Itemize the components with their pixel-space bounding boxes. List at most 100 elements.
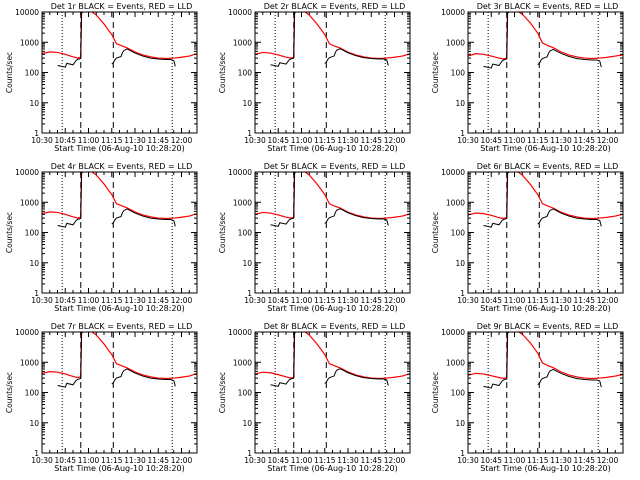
y-tick-label: 100 [451,69,466,78]
x-tick-label: 11:00 [78,296,100,305]
chart-title: Det 9r BLACK = Events, RED = LLD [477,322,619,331]
y-tick-label: 10000 [15,8,39,17]
y-tick-label: 10 [242,419,252,428]
x-tick-label: 11:30 [550,456,572,465]
x-tick-label: 12:00 [384,136,406,145]
x-tick-label: 11:00 [291,136,313,145]
chart-panel: Det 1r BLACK = Events, RED = LLD Counts/s… [5,2,198,153]
x-tick-label: 10:30 [244,456,266,465]
x-tick-label: 11:00 [291,296,313,305]
plot-frame [41,11,198,134]
x-tick-label: 11:45 [147,136,169,145]
y-tick-label: 10 [242,99,252,108]
x-tick-label: 11:30 [550,296,572,305]
y-axis-label: Counts/sec [431,212,440,253]
x-tick-label: 10:45 [54,296,76,305]
lld-series-line [42,332,197,380]
plot-frame [254,11,411,134]
y-tick-label: 10 [29,99,39,108]
x-axis-label: Start Time (06-Aug-10 10:28:20) [267,464,398,473]
x-tick-label: 11:15 [101,456,123,465]
x-tick-label: 10:45 [480,136,502,145]
x-tick-label: 12:00 [597,296,619,305]
y-tick-label: 100 [25,389,40,398]
events-series-line [111,368,176,387]
chart-panel: Det 6r BLACK = Events, RED = LLD Counts/s… [431,162,624,313]
x-axis-label: Start Time (06-Aug-10 10:28:20) [480,464,611,473]
events-series-line [111,208,176,227]
x-tick-label: 11:45 [573,296,595,305]
x-tick-label: 10:45 [267,296,289,305]
y-axis-label: Counts/sec [5,52,14,93]
y-tick-label: 1000 [233,358,252,367]
events-series-line [324,368,389,386]
x-axis-label: Start Time (06-Aug-10 10:28:20) [480,144,611,153]
y-tick-label: 10000 [441,328,465,337]
plot-frame [467,11,624,134]
x-tick-label: 10:30 [457,456,479,465]
y-tick-label: 1000 [20,358,39,367]
y-tick-label: 1000 [233,198,252,207]
events-series-line [324,208,389,226]
y-tick-label: 1 [460,129,465,138]
x-tick-label: 12:00 [384,296,406,305]
lld-series-line [468,332,623,380]
chart-panel: Det 5r BLACK = Events, RED = LLD Counts/s… [218,162,411,313]
x-tick-label: 10:30 [31,136,53,145]
x-tick-label: 11:15 [314,136,336,145]
x-tick-label: 11:15 [101,296,123,305]
x-tick-label: 11:45 [573,456,595,465]
x-tick-label: 11:45 [573,136,595,145]
plot-frame [254,171,411,294]
x-tick-label: 10:45 [54,456,76,465]
y-tick-label: 1 [34,289,39,298]
plot-frame [41,171,198,294]
chart-panel: Det 3r BLACK = Events, RED = LLD Counts/s… [431,2,624,153]
x-tick-label: 11:30 [337,296,359,305]
plot-frame [41,331,198,454]
x-tick-label: 11:00 [291,456,313,465]
x-tick-label: 12:00 [171,296,193,305]
x-tick-label: 10:45 [54,136,76,145]
y-tick-label: 1 [247,289,252,298]
y-tick-label: 10000 [228,328,252,337]
y-axis-label: Counts/sec [218,52,227,93]
y-tick-label: 10000 [15,328,39,337]
y-tick-label: 1000 [446,38,465,47]
x-tick-label: 11:15 [527,296,549,305]
x-tick-label: 11:30 [337,136,359,145]
x-tick-label: 11:00 [78,136,100,145]
y-tick-label: 100 [238,69,253,78]
x-tick-label: 10:45 [480,456,502,465]
x-axis-label: Start Time (06-Aug-10 10:28:20) [267,304,398,313]
x-axis-label: Start Time (06-Aug-10 10:28:20) [54,464,185,473]
chart-title: Det 7r BLACK = Events, RED = LLD [51,322,193,331]
events-series-line [270,12,299,67]
plot-frame [254,331,411,454]
x-tick-label: 10:30 [31,456,53,465]
events-series-line [270,172,299,227]
y-tick-label: 1000 [446,358,465,367]
x-axis-label: Start Time (06-Aug-10 10:28:20) [54,304,185,313]
events-series-line [324,48,389,66]
plot-frame [467,331,624,454]
x-tick-label: 10:30 [31,296,53,305]
x-tick-label: 10:45 [267,136,289,145]
y-tick-label: 1 [460,449,465,458]
y-tick-label: 10000 [228,168,252,177]
y-axis-label: Counts/sec [431,52,440,93]
y-tick-label: 100 [451,229,466,238]
y-tick-label: 100 [25,69,40,78]
y-tick-label: 1000 [446,198,465,207]
y-tick-label: 1000 [20,38,39,47]
y-tick-label: 1 [34,449,39,458]
x-tick-label: 10:30 [244,136,266,145]
y-tick-label: 10000 [441,8,465,17]
x-tick-label: 12:00 [171,456,193,465]
lld-series-line [42,12,197,60]
y-tick-label: 1 [460,289,465,298]
y-axis-label: Counts/sec [218,372,227,413]
lld-series-line [42,172,197,220]
chart-title: Det 6r BLACK = Events, RED = LLD [477,162,619,171]
